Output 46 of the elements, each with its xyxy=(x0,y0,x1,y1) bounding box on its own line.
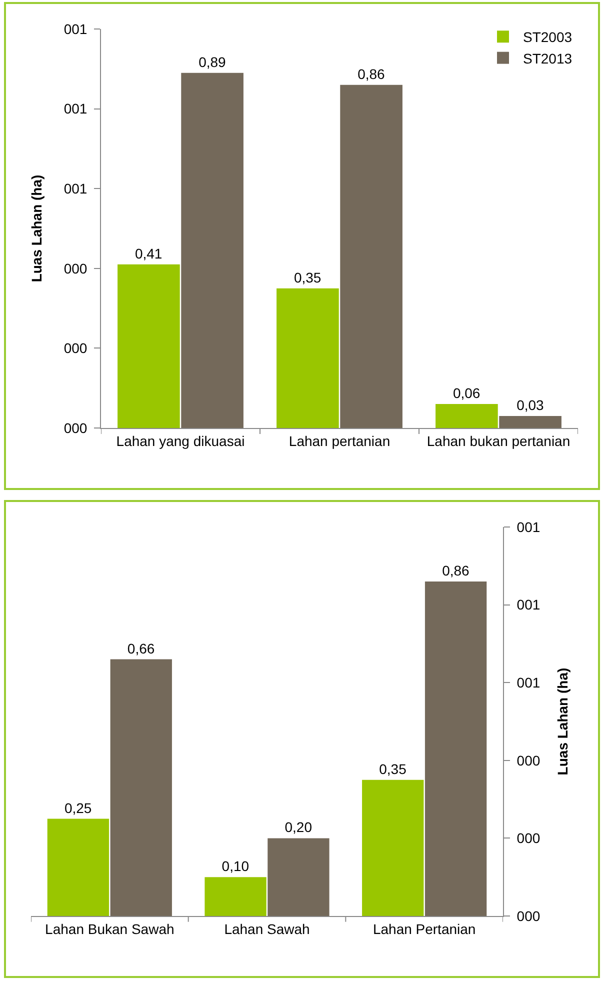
y-tick-label: 001 xyxy=(516,596,540,613)
bar xyxy=(110,659,172,916)
x-tick-label: Lahan yang dikuasai xyxy=(116,432,245,449)
y-tick-label: 000 xyxy=(516,830,540,846)
y-tick-label: 001 xyxy=(64,20,88,37)
y-tick-label: 001 xyxy=(64,100,88,117)
x-tick-label: Lahan Bukan Sawah xyxy=(45,920,174,937)
y-tick-label: 000 xyxy=(516,908,540,924)
y-tick-label: 001 xyxy=(64,180,88,196)
x-tick-label: Lahan bukan pertanian xyxy=(426,432,570,449)
y-tick-label: 000 xyxy=(64,340,88,356)
bar xyxy=(362,780,424,916)
data-label: 0,89 xyxy=(198,54,226,70)
bar xyxy=(268,838,330,916)
data-label: 0,35 xyxy=(379,760,407,777)
legend-label: ST2013 xyxy=(523,50,572,66)
y-tick-label: 001 xyxy=(516,518,540,535)
x-tick-label: Lahan Sawah xyxy=(224,920,310,937)
y-tick-label: 000 xyxy=(516,752,540,768)
bar xyxy=(424,581,487,916)
data-label: 0,03 xyxy=(516,397,544,414)
bar xyxy=(118,264,180,428)
data-label: 0,66 xyxy=(127,640,155,656)
x-tick-label: Lahan Pertanian xyxy=(372,920,476,937)
bar xyxy=(436,404,498,428)
data-label: 0,86 xyxy=(442,562,470,578)
y-axis-title: Luas Lahan (ha) xyxy=(554,668,571,776)
data-label: 0,10 xyxy=(222,858,250,874)
x-tick-label: Lahan pertanian xyxy=(288,432,390,449)
y-tick-label: 000 xyxy=(64,260,88,276)
y-tick-label: 001 xyxy=(516,674,540,690)
data-label: 0,25 xyxy=(64,800,92,816)
y-axis-title: Luas Lahan (ha) xyxy=(28,174,44,282)
bar xyxy=(499,416,562,428)
bar xyxy=(204,877,266,916)
bar xyxy=(181,72,244,428)
y-tick-label: 000 xyxy=(64,420,88,436)
data-label: 0,20 xyxy=(284,819,312,836)
data-label: 0,06 xyxy=(452,385,480,402)
data-label: 0,41 xyxy=(134,245,162,262)
data-label: 0,35 xyxy=(294,269,322,286)
bar xyxy=(276,288,339,428)
legend-label: ST2003 xyxy=(523,29,572,46)
bar xyxy=(340,84,402,428)
data-label: 0,86 xyxy=(358,66,386,82)
bar xyxy=(47,818,110,916)
